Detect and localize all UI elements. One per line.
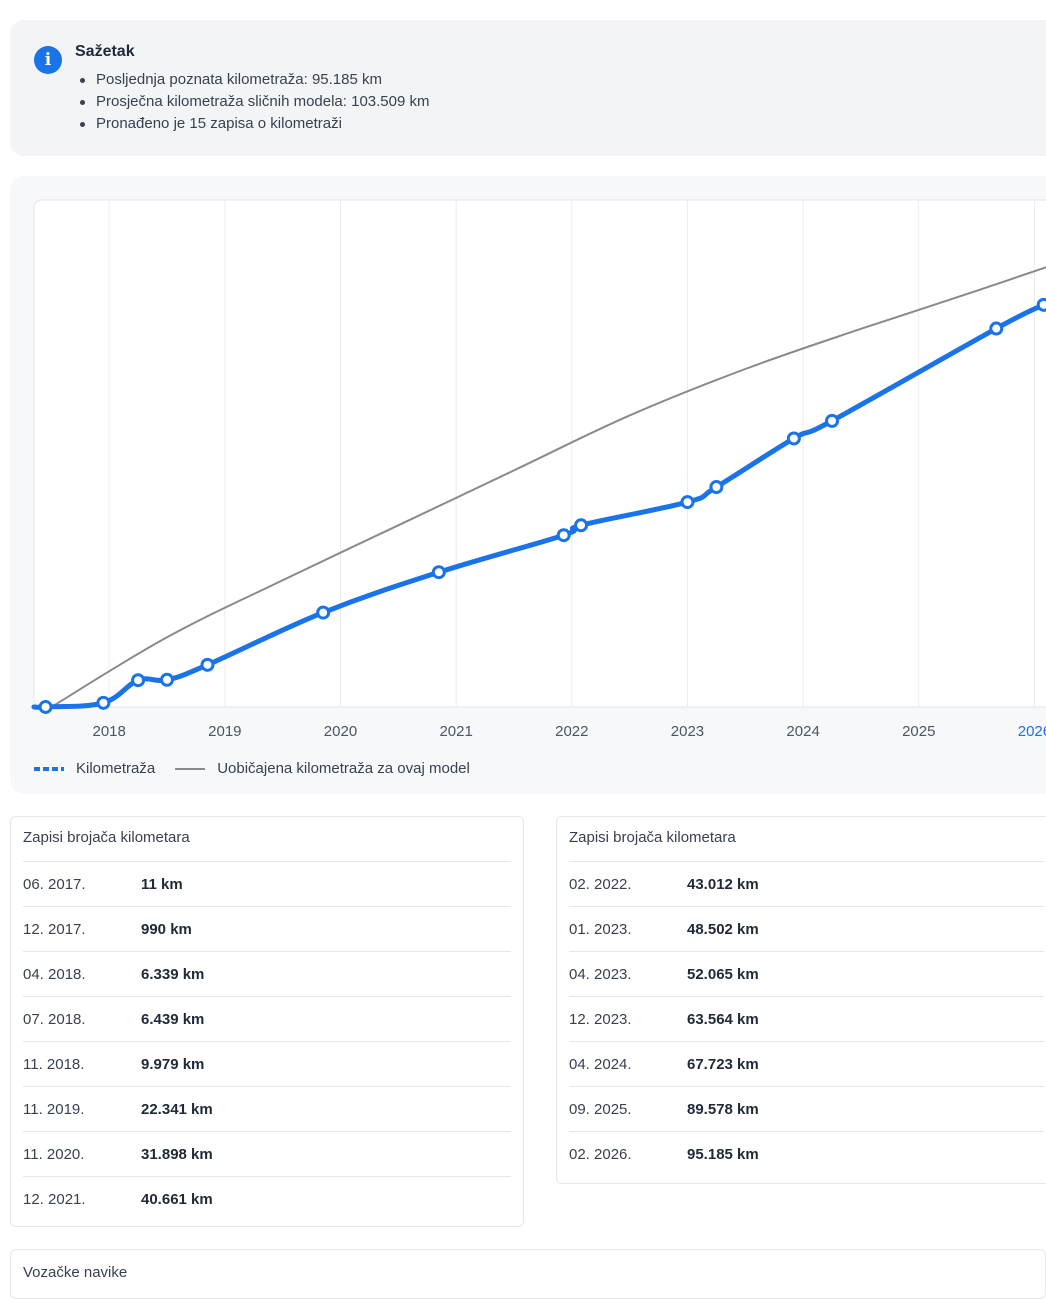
table-row: 09. 2025. 89.578 km: [569, 1086, 1044, 1131]
table-title: Zapisi brojača kilometara: [23, 829, 190, 846]
x-tick-label: 2026: [1018, 723, 1046, 740]
record-mileage: 6.439 km: [141, 1010, 205, 1028]
legend-label-mileage: Kilometraža: [76, 760, 156, 777]
record-date: 12. 2021.: [23, 1190, 86, 1208]
table-row: 04. 2018. 6.339 km: [23, 951, 511, 996]
record-date: 01. 2023.: [569, 920, 632, 938]
table-row: 11. 2020. 31.898 km: [23, 1131, 511, 1176]
mileage-chart: 2018 2019 2020 2021 2022 2023 2024 2025 2026: [31, 199, 1046, 740]
table-row: 02. 2022. 43.012 km: [569, 861, 1044, 906]
mileage-point: [131, 673, 146, 688]
mileage-point: [556, 528, 571, 543]
record-date: 04. 2023.: [569, 965, 632, 983]
mileage-point: [680, 495, 695, 510]
record-mileage: 67.723 km: [687, 1055, 759, 1073]
plot-area: [33, 199, 1046, 708]
legend-item-typical-mileage[interactable]: Uobičajena kilometraža za ovaj model: [173, 760, 470, 777]
mileage-point: [825, 413, 840, 428]
mileage-chart-card: 2018 2019 2020 2021 2022 2023 2024 2025 2026 Kil…: [10, 176, 1046, 794]
mileage-point: [786, 431, 801, 446]
record-date: 07. 2018.: [23, 1010, 86, 1028]
record-mileage: 40.661 km: [141, 1190, 213, 1208]
table-rows: 06. 2017. 11 km 12. 2017. 990 km 04. 2018. 6.…: [23, 861, 511, 1221]
mileage-point: [200, 657, 215, 672]
summary-item-average-mileage: Prosječna kilometraža sličnih modela: 10…: [75, 91, 430, 113]
table-row: 06. 2017. 11 km: [23, 861, 511, 906]
mileage-point: [38, 699, 53, 714]
chart-legend: Kilometraža Uobičajena kilometraža za ov…: [32, 760, 488, 777]
legend-swatch-typical: [175, 767, 206, 770]
x-tick-label: 2019: [208, 723, 241, 740]
record-mileage: 52.065 km: [687, 965, 759, 983]
record-date: 11. 2019.: [23, 1100, 85, 1118]
odometer-records-table-right: Zapisi brojača kilometara 02. 2022. 43.01…: [556, 816, 1046, 1184]
series-typical-mileage-line: [50, 266, 1046, 708]
table-title: Zapisi brojača kilometara: [569, 829, 736, 846]
mileage-point: [431, 565, 446, 580]
mileage-point: [160, 672, 175, 687]
record-date: 04. 2018.: [23, 965, 86, 983]
table-row: 02. 2026. 95.185 km: [569, 1131, 1044, 1176]
record-mileage: 89.578 km: [687, 1100, 759, 1118]
legend-item-mileage[interactable]: Kilometraža: [32, 760, 155, 777]
record-mileage: 63.564 km: [687, 1010, 759, 1028]
record-mileage: 43.012 km: [687, 875, 759, 893]
table-row: 04. 2024. 67.723 km: [569, 1041, 1044, 1086]
mileage-point: [316, 605, 331, 620]
table-row: 12. 2023. 63.564 km: [569, 996, 1044, 1041]
record-mileage: 22.341 km: [141, 1100, 213, 1118]
record-date: 09. 2025.: [569, 1100, 632, 1118]
record-date: 11. 2018.: [23, 1055, 85, 1073]
table-row: 12. 2017. 990 km: [23, 906, 511, 951]
table-row: 04. 2023. 52.065 km: [569, 951, 1044, 996]
odometer-records-table-left: Zapisi brojača kilometara 06. 2017. 11 km…: [10, 816, 524, 1227]
record-mileage: 31.898 km: [141, 1145, 213, 1163]
table-row: 12. 2021. 40.661 km: [23, 1176, 511, 1221]
mileage-point: [96, 695, 111, 710]
mileage-point: [709, 480, 724, 495]
x-tick-label: 2021: [439, 723, 472, 740]
record-date: 02. 2026.: [569, 1145, 632, 1163]
record-date: 12. 2023.: [569, 1010, 632, 1028]
record-date: 11. 2020.: [23, 1145, 85, 1163]
record-date: 06. 2017.: [23, 875, 86, 893]
summary-title: Sažetak: [75, 43, 135, 60]
table-row: 11. 2018. 9.979 km: [23, 1041, 511, 1086]
record-mileage: 11 km: [141, 875, 183, 893]
info-icon: i: [34, 46, 62, 74]
driving-habits-title: Vozačke navike: [23, 1264, 128, 1281]
x-tick-label: 2018: [92, 723, 125, 740]
table-row: 01. 2023. 48.502 km: [569, 906, 1044, 951]
record-date: 02. 2022.: [569, 875, 632, 893]
summary-item-record-count: Pronađeno je 15 zapisa o kilometraži: [75, 113, 430, 135]
record-mileage: 48.502 km: [687, 920, 759, 938]
record-mileage: 6.339 km: [141, 965, 205, 983]
x-tick-label: 2024: [786, 723, 819, 740]
mileage-point: [1036, 297, 1046, 312]
mileage-point: [989, 321, 1004, 336]
x-tick-label: 2025: [902, 723, 935, 740]
legend-label-typical-mileage: Uobičajena kilometraža za ovaj model: [217, 760, 470, 777]
table-row: 07. 2018. 6.439 km: [23, 996, 511, 1041]
table-rows: 02. 2022. 43.012 km 01. 2023. 48.502 km 04. …: [569, 861, 1044, 1176]
x-tick-label: 2023: [671, 723, 704, 740]
table-row: 11. 2019. 22.341 km: [23, 1086, 511, 1131]
summary-list: Posljednja poznata kilometraža: 95.185 k…: [75, 69, 430, 135]
x-tick-label: 2020: [324, 723, 357, 740]
mileage-point: [574, 518, 589, 533]
summary-panel: i Sažetak Posljednja poznata kilometraža…: [10, 20, 1046, 156]
record-mileage: 990 km: [141, 920, 192, 938]
record-date: 12. 2017.: [23, 920, 86, 938]
record-mileage: 95.185 km: [687, 1145, 759, 1163]
x-tick-label: 2022: [555, 723, 588, 740]
summary-item-last-mileage: Posljednja poznata kilometraža: 95.185 k…: [75, 69, 430, 91]
driving-habits-card: Vozačke navike: [10, 1249, 1046, 1299]
record-mileage: 9.979 km: [141, 1055, 205, 1073]
record-date: 04. 2024.: [569, 1055, 632, 1073]
legend-swatch-mileage: [34, 766, 64, 771]
